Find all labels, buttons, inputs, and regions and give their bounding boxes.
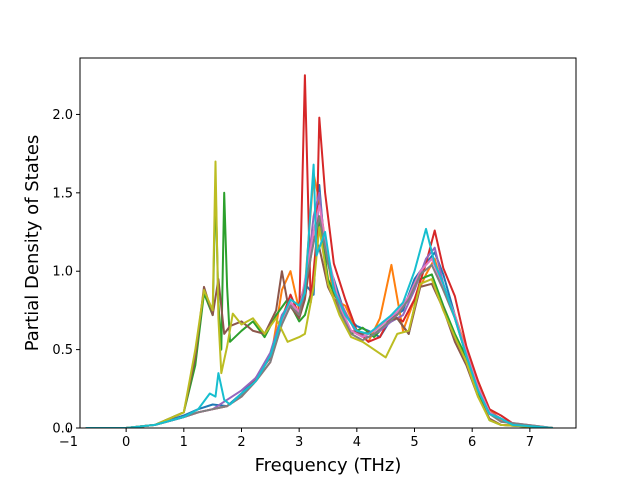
axes-frame (79, 57, 577, 429)
y-axis-label: Partial Density of States (22, 135, 43, 352)
x-tick-label: 3 (295, 435, 303, 450)
y-tick-label: 0.0 (52, 422, 73, 437)
x-axis-ticks: −1 0 1 2 3 4 5 6 7 (59, 428, 534, 450)
x-tick-label: −1 (59, 435, 78, 450)
series-layer (85, 74, 554, 428)
series-line-10 (85, 163, 553, 428)
x-tick-label: 5 (410, 435, 418, 450)
y-axis-ticks: 0.0 0.5 1.0 1.5 2.0 (52, 108, 80, 437)
series-line-9 (85, 160, 553, 428)
y-tick-label: 1.5 (52, 186, 73, 201)
x-tick-label: 2 (237, 435, 245, 450)
x-tick-label: 7 (526, 435, 534, 450)
y-tick-label: 0.5 (52, 343, 73, 358)
x-tick-label: 4 (353, 435, 361, 450)
x-axis-label: Frequency (THz) (255, 455, 402, 476)
x-tick-label: 0 (122, 435, 130, 450)
x-tick-label: 1 (180, 435, 188, 450)
y-tick-label: 1.0 (52, 265, 73, 280)
x-tick-label: 6 (468, 435, 476, 450)
y-tick-label: 2.0 (52, 108, 73, 123)
